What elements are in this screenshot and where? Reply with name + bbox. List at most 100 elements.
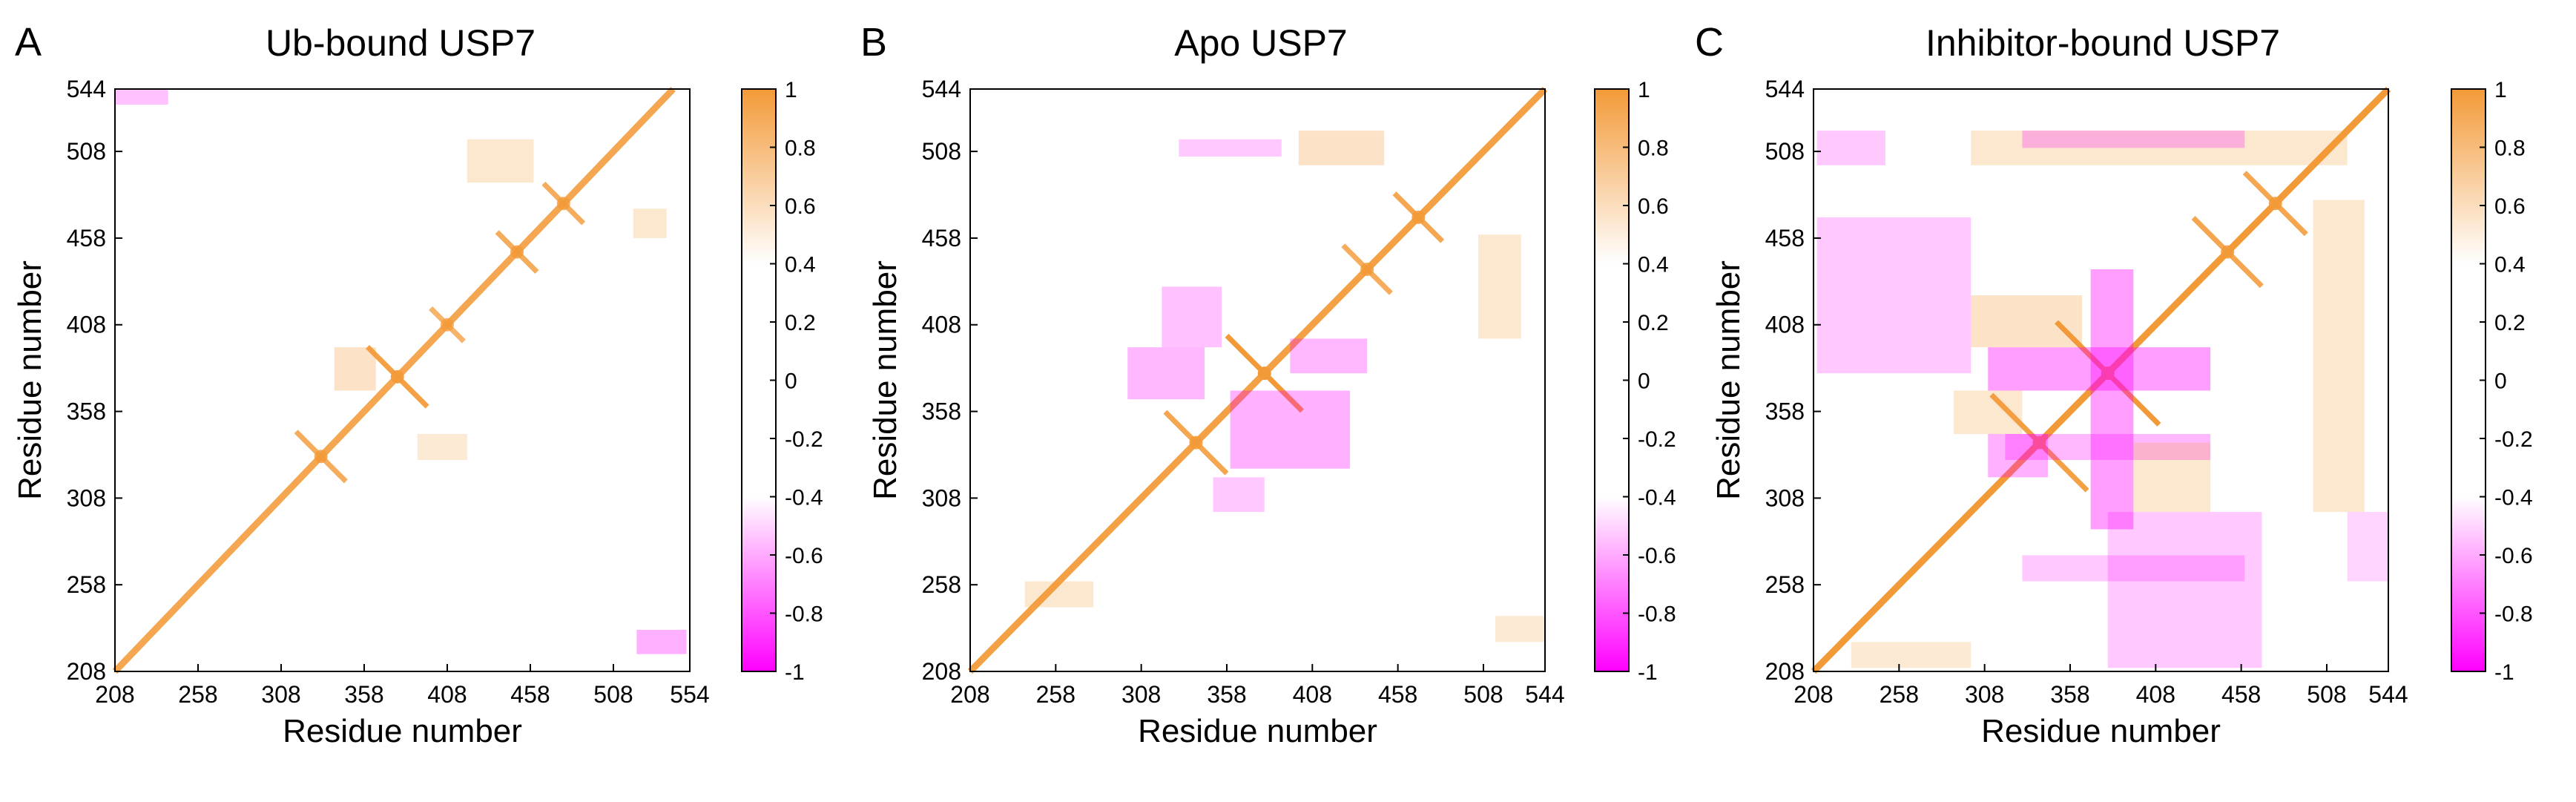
colorbar-tick-label: -0.6	[2494, 544, 2533, 568]
x-tick-label: 308	[261, 681, 300, 708]
colorbar-tick-label: -1	[2494, 660, 2514, 685]
correlation-block	[1478, 234, 1521, 339]
colorbar-tick-label: 0.6	[1638, 194, 1669, 219]
colorbar-tick-label: 1	[1638, 78, 1650, 102]
correlation-hotspot	[2221, 245, 2235, 259]
correlation-block	[1127, 347, 1205, 400]
correlation-block	[2005, 433, 2211, 460]
y-tick-label: 508	[922, 138, 961, 165]
y-tick-label: 258	[67, 571, 106, 598]
y-tick-label: 308	[1765, 484, 1805, 511]
correlation-block	[1816, 217, 1971, 374]
colorbar-tick-label: -1	[1638, 660, 1658, 685]
y-tick-label: 458	[67, 225, 106, 252]
x-tick-label: 458	[1378, 681, 1417, 708]
correlation-hotspot	[2268, 197, 2282, 211]
y-tick-label: 408	[922, 312, 961, 338]
correlation-block	[1851, 642, 1971, 668]
panel-a: A Ub-bound USP7 208 258 308 358 408 458 508 554 20…	[12, 20, 823, 749]
correlation-hotspot	[510, 245, 524, 259]
colorbar-tick-label: -0.4	[2494, 486, 2533, 510]
y-tick-label: 544	[67, 76, 106, 102]
correlation-block	[417, 433, 467, 460]
correlation-block	[334, 347, 376, 391]
colorbar-tick-label: -0.2	[2494, 427, 2533, 452]
colorbar-tick-label: 0.8	[1638, 137, 1669, 161]
x-tick-label: 408	[427, 681, 467, 708]
y-tick-label: 408	[67, 312, 106, 338]
colorbar-tick-label: -0.8	[785, 602, 823, 627]
colorbar-tick-label: 0.8	[2494, 137, 2526, 161]
correlation-block	[1298, 131, 1385, 165]
y-tick-label: 208	[67, 658, 106, 685]
panel-c: C Inhibitor-bound USP7 208 258 308 358 408 458 5…	[1695, 20, 2533, 749]
chart-title: Inhibitor-bound USP7	[1926, 22, 2280, 64]
colorbar-tick-label: 0.2	[1638, 311, 1669, 335]
y-tick-label: 508	[1765, 138, 1805, 165]
y-tick-label: 508	[67, 138, 106, 165]
axes-frame	[969, 88, 1546, 672]
y-tick-label: 308	[922, 484, 961, 511]
x-tick-label: 508	[593, 681, 633, 708]
correlation-hotspot	[1189, 435, 1203, 450]
y-tick-label: 458	[1765, 225, 1805, 252]
x-tick-label: 508	[2307, 681, 2346, 708]
correlation-block	[2133, 442, 2211, 513]
correlation-hotspot	[1411, 210, 1426, 224]
y-tick-label: 258	[922, 571, 961, 598]
y-tick-label: 208	[1765, 658, 1805, 685]
colorbar-tick-label: -0.6	[1638, 544, 1676, 568]
x-axis-label: Residue number	[1981, 713, 2221, 749]
colorbar-tick-label: 0.6	[785, 194, 816, 219]
correlation-hotspot	[1360, 262, 1374, 276]
colorbar: 1 0.8 0.6 0.4 0.2 0 -0.2 -0.4 -0.6 -0.8 -1	[1594, 78, 1676, 685]
colorbar-tick-label: -0.2	[1638, 427, 1676, 452]
correlation-hotspot	[556, 197, 570, 211]
colorbar: 1 0.8 0.6 0.4 0.2 0 -0.2 -0.4 -0.6 -0.8 -1	[2451, 78, 2533, 685]
colorbar-tick-label: 0.2	[785, 311, 816, 335]
correlation-block	[2022, 555, 2245, 582]
x-tick-label: 208	[1793, 681, 1833, 708]
colorbar-tick-label: -0.2	[785, 427, 823, 452]
x-tick-label: 258	[178, 681, 217, 708]
colorbar-tick-label: -1	[785, 660, 805, 685]
correlation-block	[1971, 295, 2083, 348]
x-tick-label: 554	[670, 681, 709, 708]
y-axis-label: Residue number	[867, 260, 903, 500]
correlation-block	[1816, 131, 1885, 165]
correlation-block	[1971, 131, 2348, 165]
heatmap-area	[967, 86, 1548, 674]
colorbar-tick-label: -0.4	[785, 486, 823, 510]
correlation-block	[1988, 433, 2048, 478]
correlation-block	[2107, 512, 2262, 668]
x-tick-label: 544	[2368, 681, 2408, 708]
correlation-hotspot	[314, 450, 328, 464]
x-tick-label: 358	[1207, 681, 1246, 708]
colorbar-tick-label: 0	[785, 369, 797, 394]
colorbar-tick-label: 0.6	[2494, 194, 2526, 219]
y-tick-label: 408	[1765, 312, 1805, 338]
x-tick-label: 258	[1880, 681, 1919, 708]
y-tick-label: 308	[67, 484, 106, 511]
correlation-block	[2347, 512, 2388, 582]
x-tick-label: 208	[950, 681, 989, 708]
panel-b: B Apo USP7 208 258 308 358 408 458 508 544 208 258 3…	[860, 20, 1676, 749]
correlation-block	[1988, 347, 2211, 391]
y-tick-label: 358	[67, 398, 106, 425]
correlation-block	[636, 629, 687, 654]
colorbar-tick-label: 0.4	[1638, 253, 1669, 277]
colorbar-tick-label: 0.4	[785, 253, 816, 277]
colorbar-tick-label: 1	[2494, 78, 2507, 102]
x-tick-label: 544	[1525, 681, 1564, 708]
x-tick-label: 208	[95, 681, 134, 708]
y-tick-label: 358	[1765, 398, 1805, 425]
correlation-block	[1162, 286, 1222, 348]
x-axis-label: Residue number	[1138, 713, 1377, 749]
colorbar-tick-label: 0	[2494, 369, 2507, 394]
colorbar-tick-label: 0.8	[785, 137, 816, 161]
correlation-block	[1179, 139, 1282, 157]
x-tick-label: 408	[2136, 681, 2175, 708]
y-tick-label: 208	[922, 658, 961, 685]
y-tick-label: 458	[922, 225, 961, 252]
x-tick-label: 458	[510, 681, 550, 708]
